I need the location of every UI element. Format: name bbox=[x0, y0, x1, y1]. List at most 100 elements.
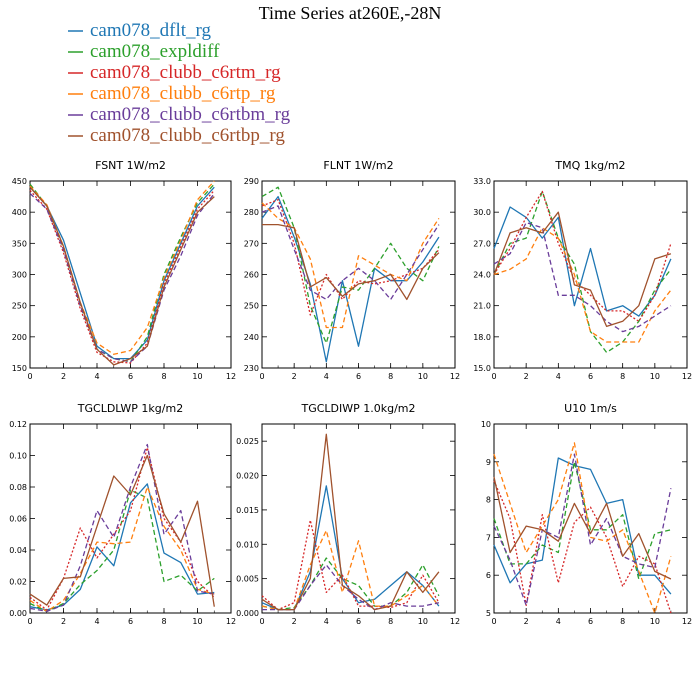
x-tick-label: 0 bbox=[27, 372, 32, 381]
y-tick-label: 250 bbox=[12, 302, 27, 311]
x-tick-label: 0 bbox=[259, 372, 264, 381]
x-tick-label: 8 bbox=[388, 617, 393, 626]
y-tick-label: 21.0 bbox=[473, 302, 491, 311]
chart-panel: U10 1m/s 0 2 4 6 8 10 12 5 6 7 8 9 10 bbox=[481, 402, 692, 626]
series-line bbox=[29, 443, 215, 613]
x-tick-label: 4 bbox=[324, 617, 329, 626]
y-tick-label: 0.04 bbox=[9, 546, 27, 555]
y-tick-label: 260 bbox=[244, 271, 259, 280]
x-tick-label: 8 bbox=[388, 372, 393, 381]
panel-title: TGCLDLWP 1kg/m2 bbox=[77, 402, 183, 415]
series-line bbox=[493, 206, 672, 317]
y-tick-label: 10 bbox=[481, 420, 491, 429]
series-line bbox=[493, 453, 672, 607]
y-tick-label: 0.02 bbox=[9, 578, 27, 587]
x-tick-label: 4 bbox=[94, 617, 99, 626]
x-tick-label: 6 bbox=[356, 617, 361, 626]
series-line bbox=[29, 486, 215, 613]
series-line bbox=[29, 186, 215, 360]
y-tick-label: 300 bbox=[12, 271, 27, 280]
y-tick-label: 450 bbox=[12, 177, 27, 186]
x-tick-label: 8 bbox=[161, 617, 166, 626]
series-line bbox=[261, 202, 440, 329]
y-tick-label: 0.025 bbox=[236, 437, 259, 446]
x-tick-label: 4 bbox=[556, 372, 561, 381]
legend-entry: cam078_expldiff bbox=[90, 41, 220, 62]
series-line bbox=[29, 193, 215, 363]
chart-panel: TMQ 1kg/m2 0 2 4 6 8 10 12 15.0 18.0 21.0 24.0 27.0 3… bbox=[473, 159, 692, 381]
series-line bbox=[261, 529, 440, 611]
x-tick-label: 0 bbox=[491, 372, 496, 381]
y-tick-label: 9 bbox=[486, 458, 491, 467]
y-tick-label: 0.020 bbox=[236, 472, 259, 481]
legend-entry: cam078_clubb_c6rtbm_rg bbox=[90, 104, 291, 125]
y-tick-label: 0.010 bbox=[236, 540, 259, 549]
panels: FSNT 1W/m20 2 4 6 8 10 12150200250300350400450… bbox=[9, 159, 692, 626]
x-tick-label: 12 bbox=[450, 617, 460, 626]
series-line bbox=[262, 564, 440, 611]
x-tick-label: 10 bbox=[650, 617, 660, 626]
y-tick-label: 18.0 bbox=[473, 333, 491, 342]
panel-title: FSNT 1W/m2 bbox=[95, 159, 166, 172]
x-tick-label: 2 bbox=[524, 372, 529, 381]
x-tick-label: 12 bbox=[682, 372, 692, 381]
y-tick-label: 30.0 bbox=[473, 208, 491, 217]
x-tick-label: 6 bbox=[588, 617, 593, 626]
series-line bbox=[493, 476, 672, 580]
x-tick-label: 6 bbox=[356, 372, 361, 381]
chart-panel: TGCLDIWP 1.0kg/m2 0 2 4 6 8 10 12 0.000 0.005 0.01… bbox=[236, 402, 460, 626]
y-tick-label: 0.015 bbox=[236, 506, 259, 515]
x-tick-label: 12 bbox=[450, 372, 460, 381]
x-tick-label: 12 bbox=[226, 372, 236, 381]
series-line bbox=[493, 442, 672, 614]
y-tick-label: 5 bbox=[486, 609, 491, 618]
y-tick-label: 240 bbox=[244, 333, 259, 342]
x-tick-label: 6 bbox=[128, 372, 133, 381]
y-tick-label: 0.005 bbox=[236, 575, 259, 584]
y-tick-label: 0.10 bbox=[9, 452, 27, 461]
x-tick-label: 10 bbox=[418, 617, 428, 626]
y-tick-label: 250 bbox=[244, 302, 259, 311]
series-line bbox=[29, 489, 215, 613]
x-tick-label: 6 bbox=[588, 372, 593, 381]
y-tick-label: 230 bbox=[244, 364, 259, 373]
series-line bbox=[261, 205, 440, 301]
legend-entry: cam078_clubb_c6rtm_rg bbox=[90, 62, 281, 83]
series-line bbox=[29, 186, 215, 366]
y-tick-label: 270 bbox=[244, 239, 259, 248]
x-tick-label: 0 bbox=[259, 617, 264, 626]
series-line bbox=[493, 211, 672, 328]
y-tick-label: 0.06 bbox=[9, 515, 27, 524]
series-line bbox=[262, 223, 440, 301]
legend-entry: cam078_clubb_c6rtp_rg bbox=[90, 83, 276, 104]
y-tick-label: 280 bbox=[244, 208, 259, 217]
y-tick-label: 8 bbox=[486, 496, 491, 505]
x-tick-label: 2 bbox=[61, 617, 66, 626]
x-tick-label: 10 bbox=[650, 372, 660, 381]
x-tick-label: 0 bbox=[491, 617, 496, 626]
y-tick-label: 6 bbox=[486, 571, 491, 580]
legend-entry: cam078_dflt_rg bbox=[90, 20, 212, 41]
x-tick-label: 2 bbox=[292, 617, 297, 626]
x-tick-label: 2 bbox=[61, 372, 66, 381]
series-line bbox=[493, 461, 672, 580]
series-line bbox=[493, 227, 672, 343]
x-tick-label: 8 bbox=[161, 372, 166, 381]
series-line bbox=[493, 480, 672, 614]
y-tick-label: 400 bbox=[12, 208, 27, 217]
panel-title: TMQ 1kg/m2 bbox=[554, 159, 625, 172]
x-tick-label: 2 bbox=[524, 617, 529, 626]
x-tick-label: 8 bbox=[620, 617, 625, 626]
y-tick-label: 150 bbox=[12, 364, 27, 373]
y-tick-label: 290 bbox=[244, 177, 259, 186]
y-tick-label: 0.08 bbox=[9, 483, 27, 492]
x-tick-label: 0 bbox=[27, 617, 32, 626]
panel-title: U10 1m/s bbox=[564, 402, 617, 415]
panel-title: FLNT 1W/m2 bbox=[323, 159, 393, 172]
series-line bbox=[261, 195, 440, 363]
x-tick-label: 12 bbox=[226, 617, 236, 626]
series-line bbox=[29, 446, 215, 611]
x-tick-label: 12 bbox=[682, 617, 692, 626]
x-tick-label: 10 bbox=[192, 617, 202, 626]
y-tick-label: 15.0 bbox=[473, 364, 491, 373]
